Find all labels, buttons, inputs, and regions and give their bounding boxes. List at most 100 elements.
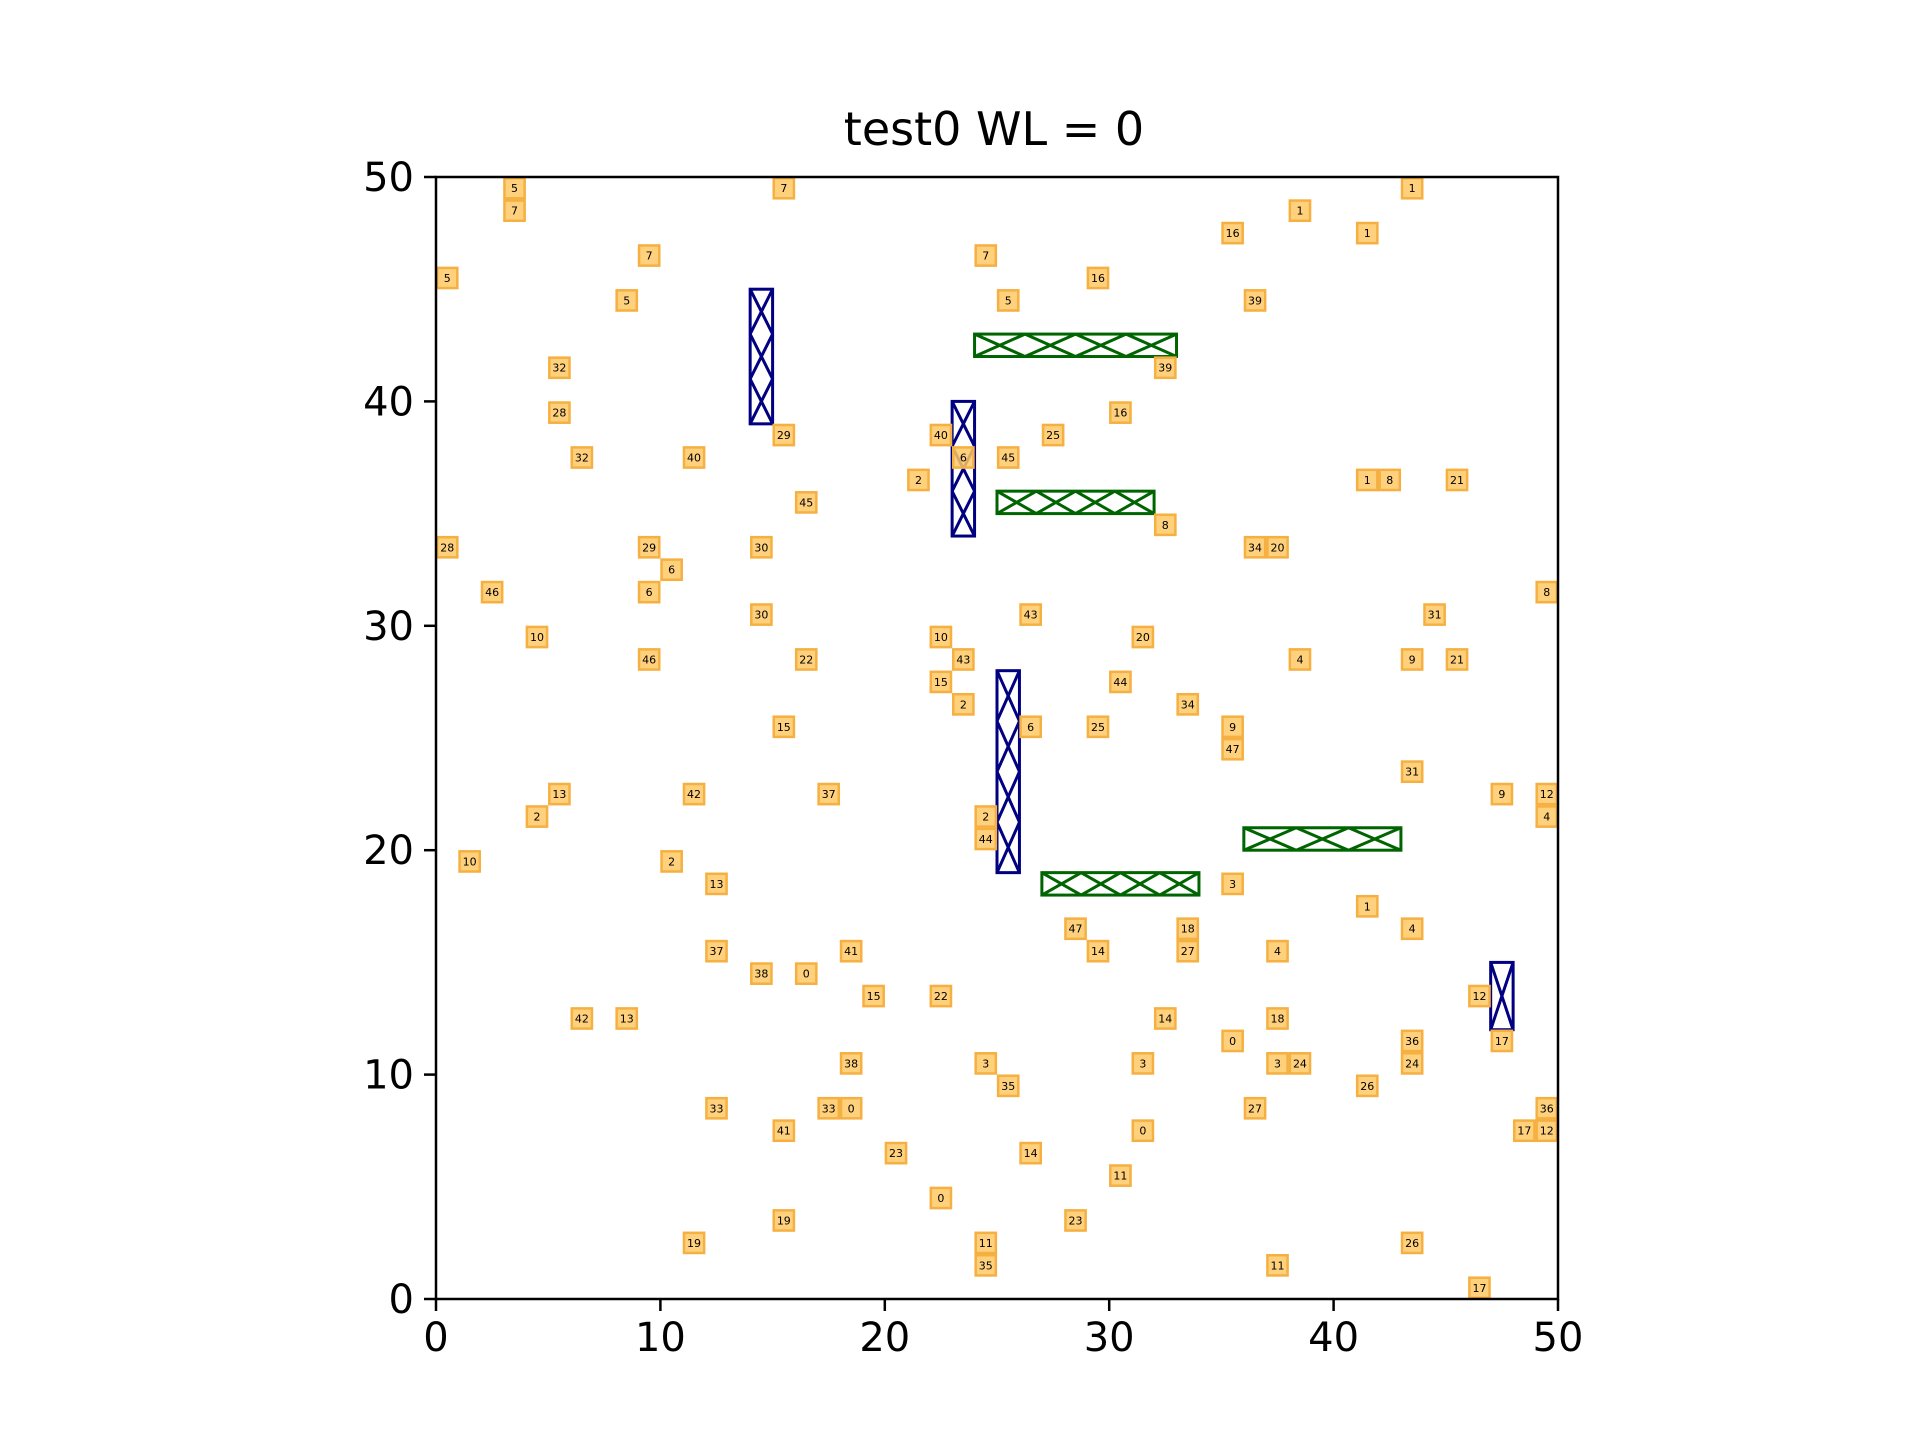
pin-marker [1221,1029,1244,1053]
pin-marker [1445,468,1469,492]
pin-label: 11 [1271,1259,1285,1272]
pin-label: 47 [1069,923,1083,936]
pin-label: 1 [1364,474,1371,487]
pin-marker [1266,1007,1289,1030]
pin-label: 40 [934,429,948,442]
pin-72: 2 [660,850,683,873]
pin-marker [951,446,975,469]
pin-label: 13 [620,1013,634,1026]
pin-42: 31 [1423,603,1446,626]
pin-50: 9 [1400,648,1424,671]
pin-110: 0 [1131,1119,1155,1143]
pin-label: 0 [937,1192,944,1205]
macro-outline [1040,871,1201,897]
pin-37: 46 [480,580,504,604]
pin-1: 7 [503,199,526,223]
pin-15: 39 [1153,356,1177,380]
pin-marker [1064,1209,1087,1232]
pin-49: 4 [1288,648,1312,671]
pin-39: 8 [1535,580,1559,604]
pin-marker [974,244,998,267]
pin-label: 7 [646,250,653,263]
pin-26: 1 [1355,468,1379,492]
pin-119: 19 [682,1231,706,1255]
pin-103: 26 [1355,1074,1379,1098]
pin-label: 34 [1248,541,1262,554]
pin-label: 4 [1296,653,1303,666]
pin-marker [929,625,953,649]
pin-marker [1086,939,1110,963]
y-axis: 0 10 20 30 40 50 [363,155,436,1323]
pin-label: 23 [889,1147,903,1160]
pin-label: 24 [1405,1057,1419,1070]
pin-25: 2 [907,468,930,492]
macro-outline [995,489,1156,516]
pin-106: 0 [839,1096,863,1120]
pin-label: 24 [1293,1057,1307,1070]
pin-label: 5 [623,294,630,307]
pin-74: 3 [1221,872,1244,896]
pin-109: 41 [772,1119,796,1143]
pin-52: 15 [929,670,953,694]
pin-label: 22 [934,990,948,1003]
pin-label: 10 [463,855,477,868]
pin-label: 21 [1450,474,1464,487]
pin-33: 30 [750,535,773,559]
pin-marker [817,1096,841,1120]
pin-label: 3 [982,1057,989,1070]
pin-117: 19 [772,1209,796,1232]
pin-6: 1 [1355,221,1379,245]
horizontal-macro-7 [1242,826,1403,852]
pin-marker [1512,1119,1536,1143]
pin-marker [1176,917,1200,941]
pin-marker [1423,603,1446,626]
pin-96: 38 [839,1052,863,1075]
plot-area-frame [434,175,1560,1301]
pin-label: 12 [1472,990,1486,1003]
pin-label: 11 [1113,1170,1127,1183]
pin-label: 16 [1226,227,1240,240]
y-tick-label: 20 [363,828,414,874]
pin-label: 3 [1274,1057,1281,1070]
pin-marker [839,1052,863,1075]
pin-marker [1400,1029,1424,1053]
pin-46: 46 [637,648,661,671]
pin-53: 44 [1109,670,1132,694]
pin-27: 8 [1378,468,1402,492]
pin-118: 23 [1064,1209,1087,1232]
x-tick-label: 0 [423,1315,448,1361]
pin-label: 18 [1181,923,1195,936]
pin-marker [929,670,953,694]
pin-label: 35 [1001,1080,1015,1093]
pin-marker [929,1186,953,1210]
pin-marker [1355,468,1379,492]
y-tick-label: 30 [363,604,414,650]
pin-label: 43 [1024,609,1038,622]
pin-label: 12 [1540,1125,1554,1138]
macro-outline [973,332,1179,359]
pin-label: 30 [754,541,768,554]
pin-label: 7 [982,250,989,263]
pin-label: 34 [1181,698,1195,711]
pin-marker [839,1096,863,1120]
pin-marker [1400,1052,1424,1075]
x-tick-label: 30 [1084,1315,1135,1361]
horizontal-macro-5 [995,489,1156,516]
pin-marker [1221,737,1244,761]
pin-marker [660,558,683,582]
pin-label: 2 [533,811,540,824]
pin-marker [570,446,594,469]
pin-marker [682,782,706,806]
pin-123: 11 [1266,1253,1289,1277]
pin-label: 32 [575,452,589,465]
pin-marker [615,1007,639,1030]
pin-label: 46 [485,586,499,599]
pin-18: 29 [772,423,796,447]
pin-59: 9 [1221,715,1244,739]
pin-label: 15 [867,990,881,1003]
pin-121: 26 [1400,1231,1424,1255]
pin-label: 15 [934,676,948,689]
pin-label: 26 [1405,1237,1419,1250]
pin-47: 22 [794,648,818,671]
